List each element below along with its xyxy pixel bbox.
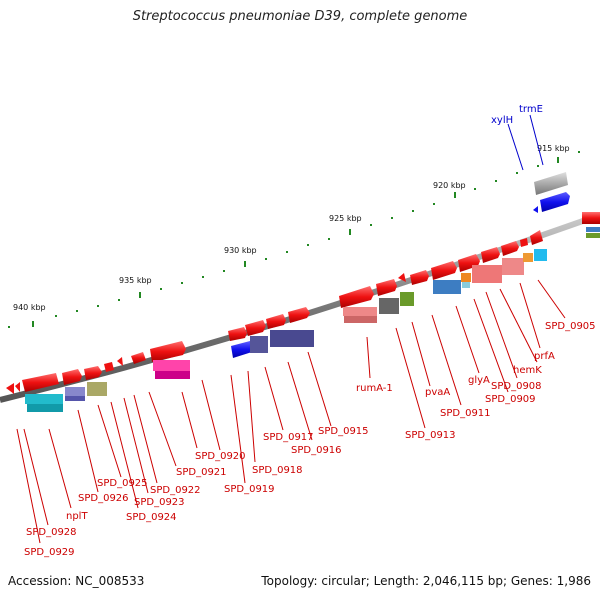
genome-summary-text: Topology: circular; Length: 2,046,115 bp…	[261, 574, 591, 588]
gene-label-SPD_0921: SPD_0921	[176, 467, 227, 478]
scale-label-935: 935 kbp	[119, 276, 152, 285]
gene-label-SPD_0922: SPD_0922	[150, 485, 201, 496]
gene-label-SPD_0915: SPD_0915	[318, 426, 369, 437]
gene-label-SPD_0923: SPD_0923	[134, 497, 185, 508]
scale-label-925: 925 kbp	[329, 214, 362, 223]
gene-label-glyA: glyA	[468, 375, 490, 386]
map-title: Streptococcus pneumoniae D39, complete g…	[132, 9, 468, 24]
gene-reverse-blue	[540, 192, 570, 212]
gene-label-SPD_0929: SPD_0929	[24, 547, 75, 558]
gene-label-xylH: xylH	[491, 115, 513, 126]
scale-label-915: 915 kbp	[537, 144, 570, 153]
gene-small-blue	[533, 206, 538, 213]
gene-label-pvaA: pvaA	[425, 387, 450, 398]
gene-label-hemK: hemK	[513, 365, 542, 376]
gene-label-SPD_0917: SPD_0917	[263, 432, 314, 443]
gene-label-SPD_0911: SPD_0911	[440, 408, 491, 419]
gene-trmE-gray	[534, 172, 568, 195]
gene-label-rumA-1: rumA-1	[356, 383, 393, 394]
label-leaders-blue	[507, 114, 544, 171]
gene-label-SPD_0908: SPD_0908	[491, 381, 542, 392]
gene-label-SPD_0924: SPD_0924	[126, 512, 177, 523]
label-leaders	[16, 279, 566, 544]
accession-text: Accession: NC_008533	[8, 574, 145, 588]
scale-label-940: 940 kbp	[13, 303, 46, 312]
gene-track-top	[533, 172, 600, 238]
gene-track-reverse	[25, 249, 547, 412]
gene-label-SPD_0920: SPD_0920	[195, 451, 246, 462]
gene-label-SPD_0926: SPD_0926	[78, 493, 129, 504]
gene-label-SPD_0909: SPD_0909	[485, 394, 536, 405]
gene-label-trmE: trmE	[519, 104, 543, 115]
gene-label-prfA: prfA	[534, 351, 555, 362]
gene-right-edge-red	[582, 212, 600, 224]
gene-label-SPD_0913: SPD_0913	[405, 430, 456, 441]
gene-label-SPD_0919: SPD_0919	[224, 484, 275, 495]
scale-label-920: 920 kbp	[433, 181, 466, 190]
gene-label-SPD_0928: SPD_0928	[26, 527, 77, 538]
gene-label-SPD_0905: SPD_0905	[545, 321, 596, 332]
gene-label-SPD_0925: SPD_0925	[97, 478, 148, 489]
scale-ticks	[8, 151, 580, 328]
gene-label-SPD_0918: SPD_0918	[252, 465, 303, 476]
gene-label-nplT: nplT	[66, 511, 88, 522]
scale-label-930: 930 kbp	[224, 246, 257, 255]
gene-label-SPD_0916: SPD_0916	[291, 445, 342, 456]
gene-track-forward	[6, 230, 543, 394]
